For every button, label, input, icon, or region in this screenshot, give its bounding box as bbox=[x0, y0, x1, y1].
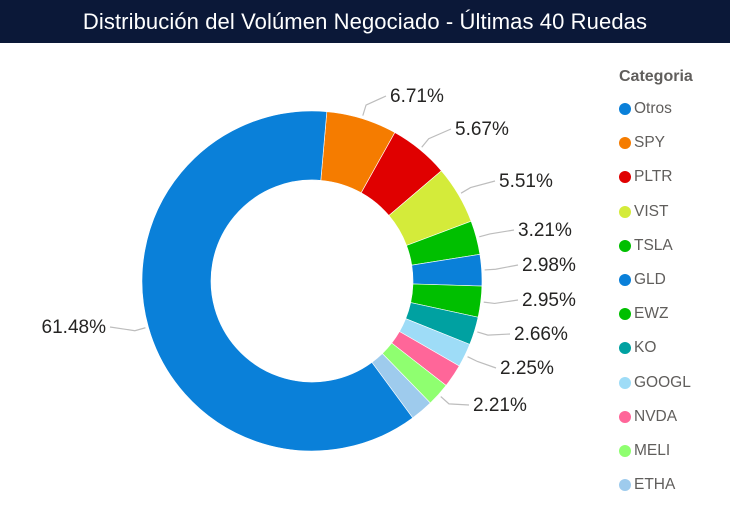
data-label-tsla: 3.21% bbox=[518, 220, 572, 241]
legend: Categoria Otros SPY PLTR VIST TSLA GLD EWZ KO GO… bbox=[619, 68, 693, 502]
leader-line bbox=[362, 95, 387, 116]
legend-item-meli[interactable]: MELI bbox=[619, 434, 693, 468]
legend-dot-icon bbox=[619, 308, 631, 321]
data-label-vist: 5.51% bbox=[499, 171, 553, 192]
legend-label: EWZ bbox=[634, 305, 669, 323]
data-label-ko: 2.66% bbox=[514, 324, 568, 345]
legend-label: NVDA bbox=[634, 407, 678, 425]
legend-label: GOOGL bbox=[634, 373, 691, 391]
legend-dot-icon bbox=[619, 479, 631, 492]
legend-label: TSLA bbox=[634, 236, 673, 254]
legend-label: PLTR bbox=[634, 168, 673, 186]
legend-dot-icon bbox=[619, 274, 631, 287]
legend-label: GLD bbox=[634, 271, 666, 289]
legend-label: VIST bbox=[634, 202, 669, 220]
leader-line bbox=[483, 299, 519, 305]
legend-title: Categoria bbox=[619, 68, 693, 85]
legend-item-gld[interactable]: GLD bbox=[619, 263, 693, 297]
data-label-meli: 2.21% bbox=[473, 395, 527, 416]
leader-line bbox=[109, 326, 146, 332]
legend-dot-icon bbox=[619, 137, 631, 150]
legend-item-ewz[interactable]: EWZ bbox=[619, 297, 693, 331]
legend-dot-icon bbox=[619, 444, 631, 457]
legend-dot-icon bbox=[619, 239, 631, 252]
legend-items: Otros SPY PLTR VIST TSLA GLD EWZ KO GOOGL NVDA MEL… bbox=[619, 92, 693, 502]
legend-item-spy[interactable]: SPY bbox=[619, 126, 693, 160]
chart-title-text: Distribución del Volúmen Negociado - Últ… bbox=[82, 8, 648, 34]
legend-dot-icon bbox=[619, 171, 631, 184]
data-label-googl: 2.25% bbox=[500, 358, 554, 379]
data-label-gld: 2.98% bbox=[522, 255, 576, 276]
legend-label: MELI bbox=[634, 441, 671, 459]
slice-otros[interactable] bbox=[141, 110, 414, 452]
legend-label: ETHA bbox=[634, 476, 676, 494]
leader-line bbox=[421, 128, 452, 148]
legend-dot-icon bbox=[619, 205, 631, 218]
legend-dot-icon bbox=[619, 342, 631, 355]
leader-line bbox=[477, 331, 511, 336]
leader-line bbox=[467, 356, 497, 369]
leader-line bbox=[484, 264, 519, 271]
data-label-spy: 6.71% bbox=[390, 86, 444, 107]
leader-line bbox=[479, 229, 515, 238]
data-label-pltr: 5.67% bbox=[455, 119, 509, 140]
legend-label: SPY bbox=[634, 134, 666, 152]
chart-title: Distribución del Volúmen Negociado - Últ… bbox=[0, 0, 730, 43]
legend-label: Otros bbox=[634, 100, 672, 118]
legend-item-googl[interactable]: GOOGL bbox=[619, 366, 693, 400]
legend-item-vist[interactable]: VIST bbox=[619, 195, 693, 229]
leader-line bbox=[440, 396, 470, 406]
legend-item-tsla[interactable]: TSLA bbox=[619, 229, 693, 263]
data-label-ewz: 2.95% bbox=[522, 290, 576, 311]
legend-dot-icon bbox=[619, 103, 631, 116]
legend-item-pltr[interactable]: PLTR bbox=[619, 160, 693, 194]
legend-item-otros[interactable]: Otros bbox=[619, 92, 693, 126]
legend-dot-icon bbox=[619, 376, 631, 389]
legend-label: KO bbox=[634, 339, 657, 357]
data-label-otros: 61.48% bbox=[42, 317, 107, 338]
legend-dot-icon bbox=[619, 410, 631, 423]
donut-chart: 6.71% 5.67% 5.51% 3.21% 2.98% 2.95% 2.66% 2.25%… bbox=[42, 86, 576, 452]
legend-item-nvda[interactable]: NVDA bbox=[619, 400, 693, 434]
leader-line bbox=[460, 180, 496, 194]
legend-item-ko[interactable]: KO bbox=[619, 331, 693, 365]
legend-item-etha[interactable]: ETHA bbox=[619, 468, 693, 502]
